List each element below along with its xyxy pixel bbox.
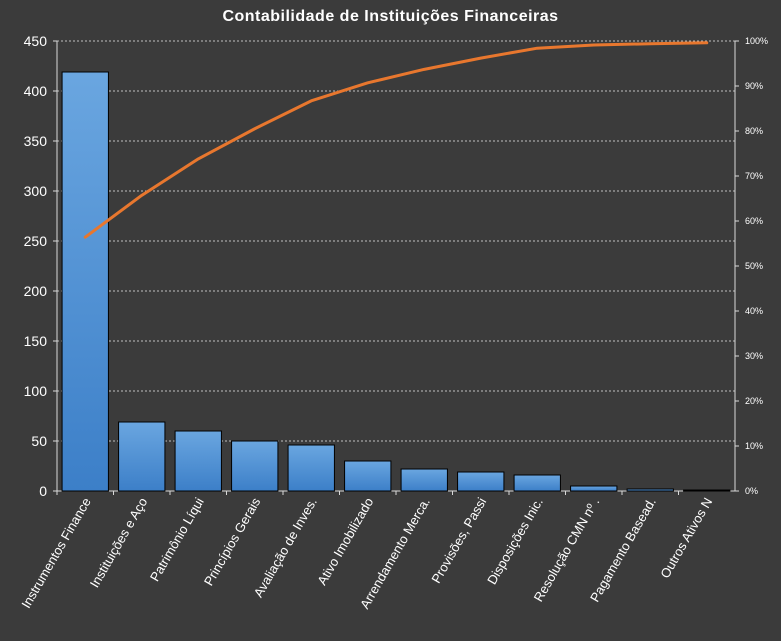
y-right-tick-label: 90% — [745, 81, 763, 91]
x-tick-label: Ativo Imobilizado — [314, 495, 376, 588]
y-left-tick-label: 400 — [24, 83, 48, 99]
y-left-tick-label: 250 — [24, 233, 48, 249]
bar — [344, 460, 392, 492]
cumulative-line — [83, 41, 709, 239]
x-tick-label: Instrumentos Finance — [18, 495, 93, 611]
bar — [683, 489, 731, 492]
y-right-tick-label: 100% — [745, 36, 768, 46]
bar — [513, 474, 561, 492]
bar — [118, 421, 166, 492]
y-left-tick-label: 100 — [24, 383, 48, 399]
y-right-tick-label: 60% — [745, 216, 763, 226]
bar — [626, 488, 674, 492]
x-tick-label: Disposições Inic. — [484, 495, 546, 587]
x-tick-label: Pagamento Basead. — [587, 495, 659, 605]
y-right-tick-label: 50% — [745, 261, 763, 271]
y-left-tick-label: 50 — [31, 433, 47, 449]
bar — [457, 471, 505, 492]
x-tick-label: Outros Ativos N — [657, 495, 715, 581]
bar — [570, 485, 618, 492]
bar — [231, 440, 279, 492]
y-right-tick-label: 40% — [745, 306, 763, 316]
y-left-tick-label: 200 — [24, 283, 48, 299]
y-left-tick-label: 450 — [24, 33, 48, 49]
chart-title: Contabilidade de Instituições Financeira… — [222, 8, 559, 25]
x-tick-label: Instituições e Aço — [87, 495, 151, 590]
bar — [61, 71, 109, 492]
x-tick-label: Patrimônio Líqui — [147, 495, 207, 584]
x-tick-label: Princípios Gerais — [201, 495, 264, 589]
bar — [174, 430, 222, 492]
y-right-tick-label: 80% — [745, 126, 763, 136]
y-left-tick-label: 150 — [24, 333, 48, 349]
y-right-tick-label: 70% — [745, 171, 763, 181]
y-right-tick-label: 10% — [745, 441, 763, 451]
y-right-tick-label: 30% — [745, 351, 763, 361]
bar — [400, 468, 448, 492]
y-left-tick-label: 350 — [24, 133, 48, 149]
y-right-tick-label: 0% — [745, 486, 758, 496]
y-right-tick-label: 20% — [745, 396, 763, 406]
y-left-tick-label: 0 — [39, 483, 47, 499]
x-tick-label: Provisões, Passi — [428, 495, 489, 586]
x-tick-label: Avaliação de Inves. — [251, 495, 320, 600]
y-left-tick-label: 300 — [24, 183, 48, 199]
bar — [287, 444, 335, 492]
